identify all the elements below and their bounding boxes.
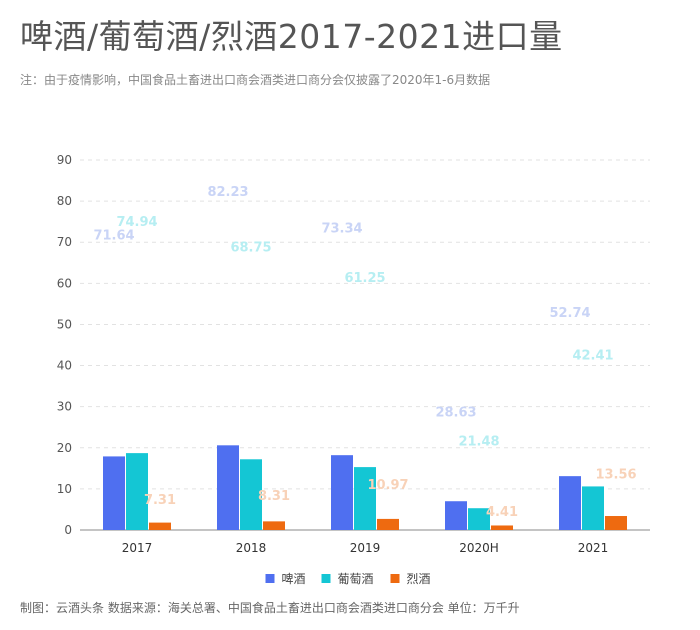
bar-啤酒-2021: [559, 476, 581, 530]
data-label-烈酒-2021: 13.56: [595, 467, 636, 482]
bar-烈酒-2019: [377, 518, 399, 530]
y-tick-label-4: 40: [57, 359, 72, 373]
bar-葡萄酒-2017: [126, 453, 148, 530]
legend-swatch-烈酒: [390, 574, 400, 583]
data-label-葡萄酒-2017: 74.94: [116, 215, 157, 230]
x-tick-label-2020H: 2020H: [459, 541, 499, 555]
legend-swatch-葡萄酒: [321, 574, 331, 583]
bar-烈酒-2021: [605, 516, 627, 530]
x-tick-label-2018: 2018: [236, 541, 267, 555]
x-tick-label-2021: 2021: [578, 541, 609, 555]
x-tick-label-2017: 2017: [122, 541, 153, 555]
bar-葡萄酒-2020H: [468, 508, 490, 530]
data-label-啤酒-2021: 52.74: [549, 306, 590, 321]
y-tick-label-2: 20: [57, 441, 72, 455]
y-tick-label-0: 0: [64, 523, 72, 537]
bar-啤酒-2017: [103, 456, 125, 530]
y-tick-label-3: 30: [57, 400, 72, 414]
data-label-葡萄酒-2021: 42.41: [572, 349, 613, 364]
data-label-啤酒-2019: 73.34: [321, 221, 362, 236]
y-tick-label-6: 60: [57, 276, 72, 290]
bar-啤酒-2018: [217, 445, 239, 530]
data-label-烈酒-2019: 10.97: [367, 478, 408, 493]
data-label-烈酒-2018: 8.31: [258, 489, 290, 504]
legend-label-啤酒: 啤酒: [282, 571, 306, 586]
chart-subtitle: 注：由于疫情影响，中国食品土畜进出口商会酒类进口商分会仅披露了2020年1-6月…: [20, 73, 491, 87]
bar-葡萄酒-2021: [582, 486, 604, 530]
bar-烈酒-2018: [263, 521, 285, 530]
y-tick-label-9: 90: [57, 153, 72, 167]
legend-label-葡萄酒: 葡萄酒: [338, 572, 374, 586]
data-label-啤酒-2017: 71.64: [93, 228, 134, 243]
y-tick-label-8: 80: [57, 194, 72, 208]
chart-title: 啤酒/葡萄酒/烈酒2017-2021进口量: [20, 17, 563, 56]
data-label-烈酒-2017: 7.31: [144, 493, 176, 508]
bar-啤酒-2020H: [445, 501, 467, 530]
bar-啤酒-2019: [331, 455, 353, 530]
y-tick-label-7: 70: [57, 235, 72, 249]
legend-swatch-啤酒: [265, 574, 275, 583]
data-label-啤酒-2020H: 28.63: [435, 405, 476, 420]
chart-footer: 制图：云酒头条 数据来源：海关总署、中国食品土畜进出口商会酒类进口商分会 单位：…: [20, 601, 520, 615]
bar-烈酒-2017: [149, 522, 171, 530]
bar-葡萄酒-2018: [240, 459, 262, 530]
data-label-烈酒-2020H: 4.41: [486, 505, 518, 520]
data-label-葡萄酒-2020H: 21.48: [458, 435, 499, 450]
x-tick-label-2019: 2019: [350, 541, 381, 555]
bar-葡萄酒-2019: [354, 467, 376, 530]
bar-烈酒-2020H: [491, 525, 513, 530]
legend-label-烈酒: 烈酒: [407, 572, 431, 586]
data-label-葡萄酒-2019: 61.25: [344, 271, 385, 286]
data-label-葡萄酒-2018: 68.75: [230, 240, 271, 255]
y-tick-label-1: 10: [57, 482, 72, 496]
y-tick-label-5: 50: [57, 317, 72, 331]
data-label-啤酒-2018: 82.23: [207, 185, 248, 200]
